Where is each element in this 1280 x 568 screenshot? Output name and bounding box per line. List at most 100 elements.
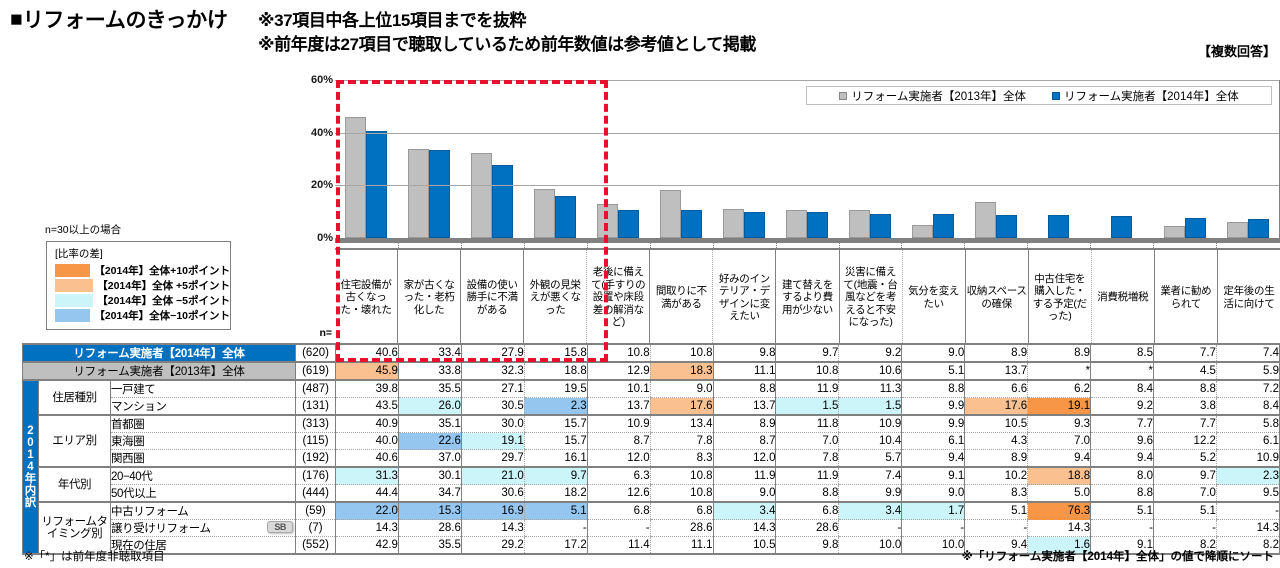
data-cell: 32.3 <box>460 361 525 381</box>
data-cell: 7.7 <box>1153 343 1217 363</box>
data-cell: 8.3 <box>964 484 1028 503</box>
bar-group <box>1027 80 1090 248</box>
data-cell: 31.3 <box>335 466 399 485</box>
n-value-cell: (444) <box>295 484 336 503</box>
x-axis-tick <box>1027 238 1029 248</box>
data-cell: 30.5 <box>460 397 525 416</box>
row-label-cell: 20−40代 <box>109 466 296 485</box>
table-row: 2 0 1 4 年内訳住居種別 一戸建て (487) 39.8 35.5 27.1 19.5 10.1… <box>22 379 1280 555</box>
data-cell: 10.8 <box>649 484 714 503</box>
data-cell: 27.1 <box>460 379 525 398</box>
data-cell: 10.9 <box>838 414 902 433</box>
bar-group <box>838 80 902 248</box>
row-label-cell: マンション <box>109 397 296 416</box>
data-cell: 5.1 <box>1153 501 1217 520</box>
data-cell: 10.8 <box>775 361 839 381</box>
bar-groups <box>335 80 1279 248</box>
diff-legend-title: [比率の差] <box>55 248 103 260</box>
category-header-cell: 間取りに不満がある <box>650 250 714 343</box>
data-cell: 5.1 <box>1090 501 1154 520</box>
n-value-cell: (192) <box>295 449 336 468</box>
data-cell: 15.8 <box>523 343 588 363</box>
x-axis-tick <box>964 238 966 248</box>
data-cell: 6.8 <box>775 501 839 520</box>
data-cell: 10.6 <box>838 361 902 381</box>
data-cell: 13.4 <box>649 414 714 433</box>
data-cell: 10.9 <box>586 414 651 433</box>
data-cell: 14.3 <box>712 519 776 537</box>
n-value-cell: (115) <box>295 432 336 450</box>
table-row: マンション (131) 43.5 26.0 30.5 2.3 13.7 17.6 13.7 1.5… <box>23 397 1280 416</box>
n-value-cell: (487) <box>295 379 336 398</box>
y-axis-tick: 40% <box>310 126 333 139</box>
bar-2013 <box>660 189 682 238</box>
data-cell: 18.8 <box>1027 466 1091 485</box>
bar-2013 <box>974 201 996 238</box>
row-label-cell: 関西圏 <box>109 449 296 468</box>
bar-2013 <box>1226 222 1248 238</box>
data-cell: 22.0 <box>335 501 399 520</box>
data-cell: 9.4 <box>901 449 965 468</box>
row-label: 50代以上 <box>111 488 157 500</box>
diff-legend-label: 【2014年】全体 +5ポイント <box>97 280 230 292</box>
data-cell: 8.9 <box>712 414 776 433</box>
data-cell: 9.0 <box>649 379 714 398</box>
bar-2014 <box>429 150 451 238</box>
data-cell: 6.8 <box>586 501 651 520</box>
data-cell: 33.4 <box>397 343 462 363</box>
data-cell: - <box>1090 519 1154 537</box>
data-cell: 33.8 <box>397 361 462 381</box>
data-cell: 11.9 <box>775 379 839 398</box>
data-cell: 15.3 <box>397 501 462 520</box>
page-title: リフォームのきっかけ <box>22 9 228 32</box>
bar-group <box>335 80 398 238</box>
data-cell: 13.7 <box>712 397 776 416</box>
n-value-cell: (7) <box>295 519 336 537</box>
data-cell: 40.6 <box>335 449 399 468</box>
data-cell: - <box>901 519 965 537</box>
data-cell: 8.2 <box>1215 536 1280 555</box>
data-cell: 12.0 <box>712 449 776 468</box>
x-axis-tick <box>460 238 462 248</box>
data-cell: - <box>964 519 1028 537</box>
data-cell: 42.9 <box>335 536 399 555</box>
data-cell: 9.1 <box>1090 536 1154 555</box>
category-header-cell: 気分を変えたい <box>903 250 966 343</box>
bar-2014 <box>555 196 577 238</box>
data-cell: - <box>1215 501 1280 520</box>
data-cell: 28.6 <box>397 519 462 537</box>
bar-group <box>523 80 587 248</box>
data-cell: 5.1 <box>901 361 965 381</box>
category-header-cell: 外観の見栄えが悪くなった <box>524 250 588 343</box>
data-cell: 9.4 <box>1027 449 1091 468</box>
bar-group <box>460 80 524 248</box>
bar-2014 <box>869 213 891 238</box>
category-header-cell: 老後に備えて(手すりの設置や床段差の解消など) <box>587 250 651 343</box>
footer-note-right: ※「リフォーム実施者【2014年】全体」の値で降順にソート <box>961 551 1274 563</box>
x-axis-tick <box>901 238 903 248</box>
data-cell: 11.4 <box>586 536 651 555</box>
data-cell: 8.3 <box>649 449 714 468</box>
x-axis-baseline <box>335 238 1279 243</box>
diff-legend-row: 【2014年】全体 −5ポイント <box>55 293 230 308</box>
data-cell: 12.6 <box>586 484 651 503</box>
data-cell: 11.3 <box>838 379 902 398</box>
row-label-total-2014: リフォーム実施者【2014年】全体 <box>21 343 296 363</box>
data-cell: 43.5 <box>335 397 399 416</box>
data-cell: 7.4 <box>1215 343 1280 363</box>
bar-group <box>649 80 713 248</box>
data-cell: 18.8 <box>523 361 588 381</box>
data-cell: 1.5 <box>775 397 839 416</box>
data-cell: 8.4 <box>1090 379 1154 398</box>
table-row: 年代別 20−40代 (176) 31.3 30.1 21.0 9.7 6.3 10.8 11.9… <box>23 466 1280 503</box>
data-cell: 9.8 <box>775 536 839 555</box>
data-cell: 10.5 <box>964 414 1028 433</box>
data-cell: 76.3 <box>1027 501 1091 520</box>
gridline <box>335 80 1279 81</box>
table-row: 関西圏 (192) 40.6 37.0 29.7 16.1 12.0 8.3 12.0 7.8 5.… <box>23 449 1280 468</box>
data-cell: 14.3 <box>1215 519 1280 537</box>
category-header-cell: 設備の使い勝手に不満がある <box>461 250 525 343</box>
data-cell: - <box>523 519 588 537</box>
y-axis-tick: 0% <box>317 232 333 244</box>
data-cell: 19.1 <box>460 432 525 450</box>
